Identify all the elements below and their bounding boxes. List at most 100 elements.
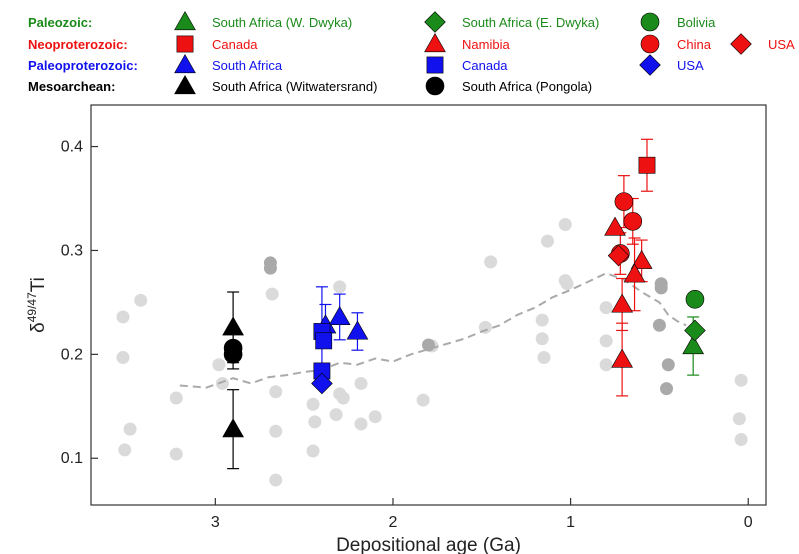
legend-marker <box>426 56 444 74</box>
background-point <box>306 444 320 458</box>
data-point <box>223 345 243 364</box>
data-point <box>682 335 705 355</box>
data-point <box>607 244 630 267</box>
background-point <box>123 422 137 436</box>
x-tick-label: 3 <box>211 514 220 531</box>
background-point <box>368 410 382 424</box>
trend-line <box>179 272 687 389</box>
x-tick-label: 2 <box>389 514 398 531</box>
background-point <box>535 313 549 327</box>
background-point <box>265 287 279 301</box>
background-point <box>333 280 347 294</box>
background-point <box>599 301 613 315</box>
y-axis-label: δ49/47Ti <box>25 277 49 333</box>
data-point <box>684 319 706 342</box>
data-point <box>623 263 646 283</box>
legend-marker <box>639 54 661 76</box>
data-markers <box>222 156 706 438</box>
y-tick-label: 0.1 <box>61 450 83 467</box>
legend-entry-label: South Africa (E. Dwyka) <box>462 15 599 30</box>
legend-group-label: Paleoproterozoic: <box>28 58 138 73</box>
background-point-dark <box>263 261 277 275</box>
legend-marker <box>174 11 196 31</box>
legend-marker <box>176 35 194 53</box>
legend-marker <box>174 54 196 74</box>
legend-entry-label: South Africa (W. Dwyka) <box>212 15 352 30</box>
background-point <box>484 255 498 269</box>
background-point <box>560 277 574 291</box>
background-point <box>308 415 322 429</box>
legend-entry-label: Namibia <box>462 37 510 52</box>
background-point <box>306 397 320 411</box>
background-points <box>116 217 748 487</box>
legend-entry-label: South Africa <box>212 58 283 73</box>
background-point <box>116 350 130 364</box>
legend-marker <box>640 12 660 32</box>
background-point-dark <box>652 318 666 332</box>
legend-group-label: Mesoarchean: <box>28 79 115 94</box>
background-point <box>416 393 430 407</box>
background-point <box>732 412 746 426</box>
y-axis-label-delta: δ <box>28 322 49 333</box>
data-point <box>611 293 633 313</box>
background-point <box>599 358 613 372</box>
data-point <box>623 212 643 231</box>
data-point <box>222 316 244 336</box>
x-tick-label: 0 <box>744 514 753 531</box>
data-point <box>630 249 653 269</box>
legend-entry-label: South Africa (Witwatersrand) <box>212 79 377 94</box>
legend-marker <box>730 33 752 55</box>
background-point <box>269 424 283 438</box>
background-point <box>169 447 183 461</box>
background-point <box>541 234 555 248</box>
data-point <box>604 216 626 236</box>
background-point-dark <box>654 281 668 295</box>
background-point <box>336 391 350 405</box>
background-point <box>269 385 283 399</box>
data-point <box>222 418 244 438</box>
legend-marker <box>425 76 445 96</box>
legend-marker <box>424 33 446 53</box>
background-point <box>329 408 343 422</box>
background-point <box>734 433 748 447</box>
legend: Paleozoic: Neoproterozoic: Paleoproterozoi… <box>28 11 795 96</box>
axes: 3 2 1 0 0.1 0.2 0.3 0.4 <box>61 139 753 531</box>
legend-entry-label: USA <box>677 58 704 73</box>
data-point <box>346 320 369 340</box>
legend-entry-label: South Africa (Pongola) <box>462 79 592 94</box>
background-point <box>535 332 549 346</box>
legend-group-label: Neoproterozoic: <box>28 37 128 52</box>
data-point <box>614 192 634 211</box>
legend-marker <box>424 11 446 33</box>
background-point <box>134 293 148 307</box>
error-bars <box>227 138 700 470</box>
background-point <box>212 358 226 372</box>
legend-marker <box>174 75 196 95</box>
background-point <box>354 376 368 390</box>
legend-group-label: Paleozoic: <box>28 15 92 30</box>
y-tick-label: 0.2 <box>61 346 83 363</box>
background-point <box>599 334 613 348</box>
data-point <box>328 305 351 326</box>
plot-frame <box>90 104 767 506</box>
background-point <box>734 373 748 387</box>
background-point <box>558 217 572 231</box>
data-point <box>611 348 633 368</box>
data-point <box>311 372 333 395</box>
data-point <box>638 156 656 174</box>
y-tick-label: 0.4 <box>61 139 83 156</box>
x-tick-label: 1 <box>566 514 575 531</box>
legend-entry-label: Bolivia <box>677 15 716 30</box>
y-axis-label-elem: Ti <box>28 277 49 292</box>
background-point <box>169 391 183 405</box>
data-point <box>685 289 705 309</box>
legend-entry-label: USA <box>768 37 795 52</box>
y-axis-label-sup: 49/47 <box>25 292 39 322</box>
legend-entry-label: China <box>677 37 712 52</box>
data-point <box>315 332 333 350</box>
background-point <box>215 376 229 390</box>
legend-entry-label: Canada <box>212 37 258 52</box>
y-tick-label: 0.3 <box>61 242 83 259</box>
background-point <box>116 310 130 324</box>
